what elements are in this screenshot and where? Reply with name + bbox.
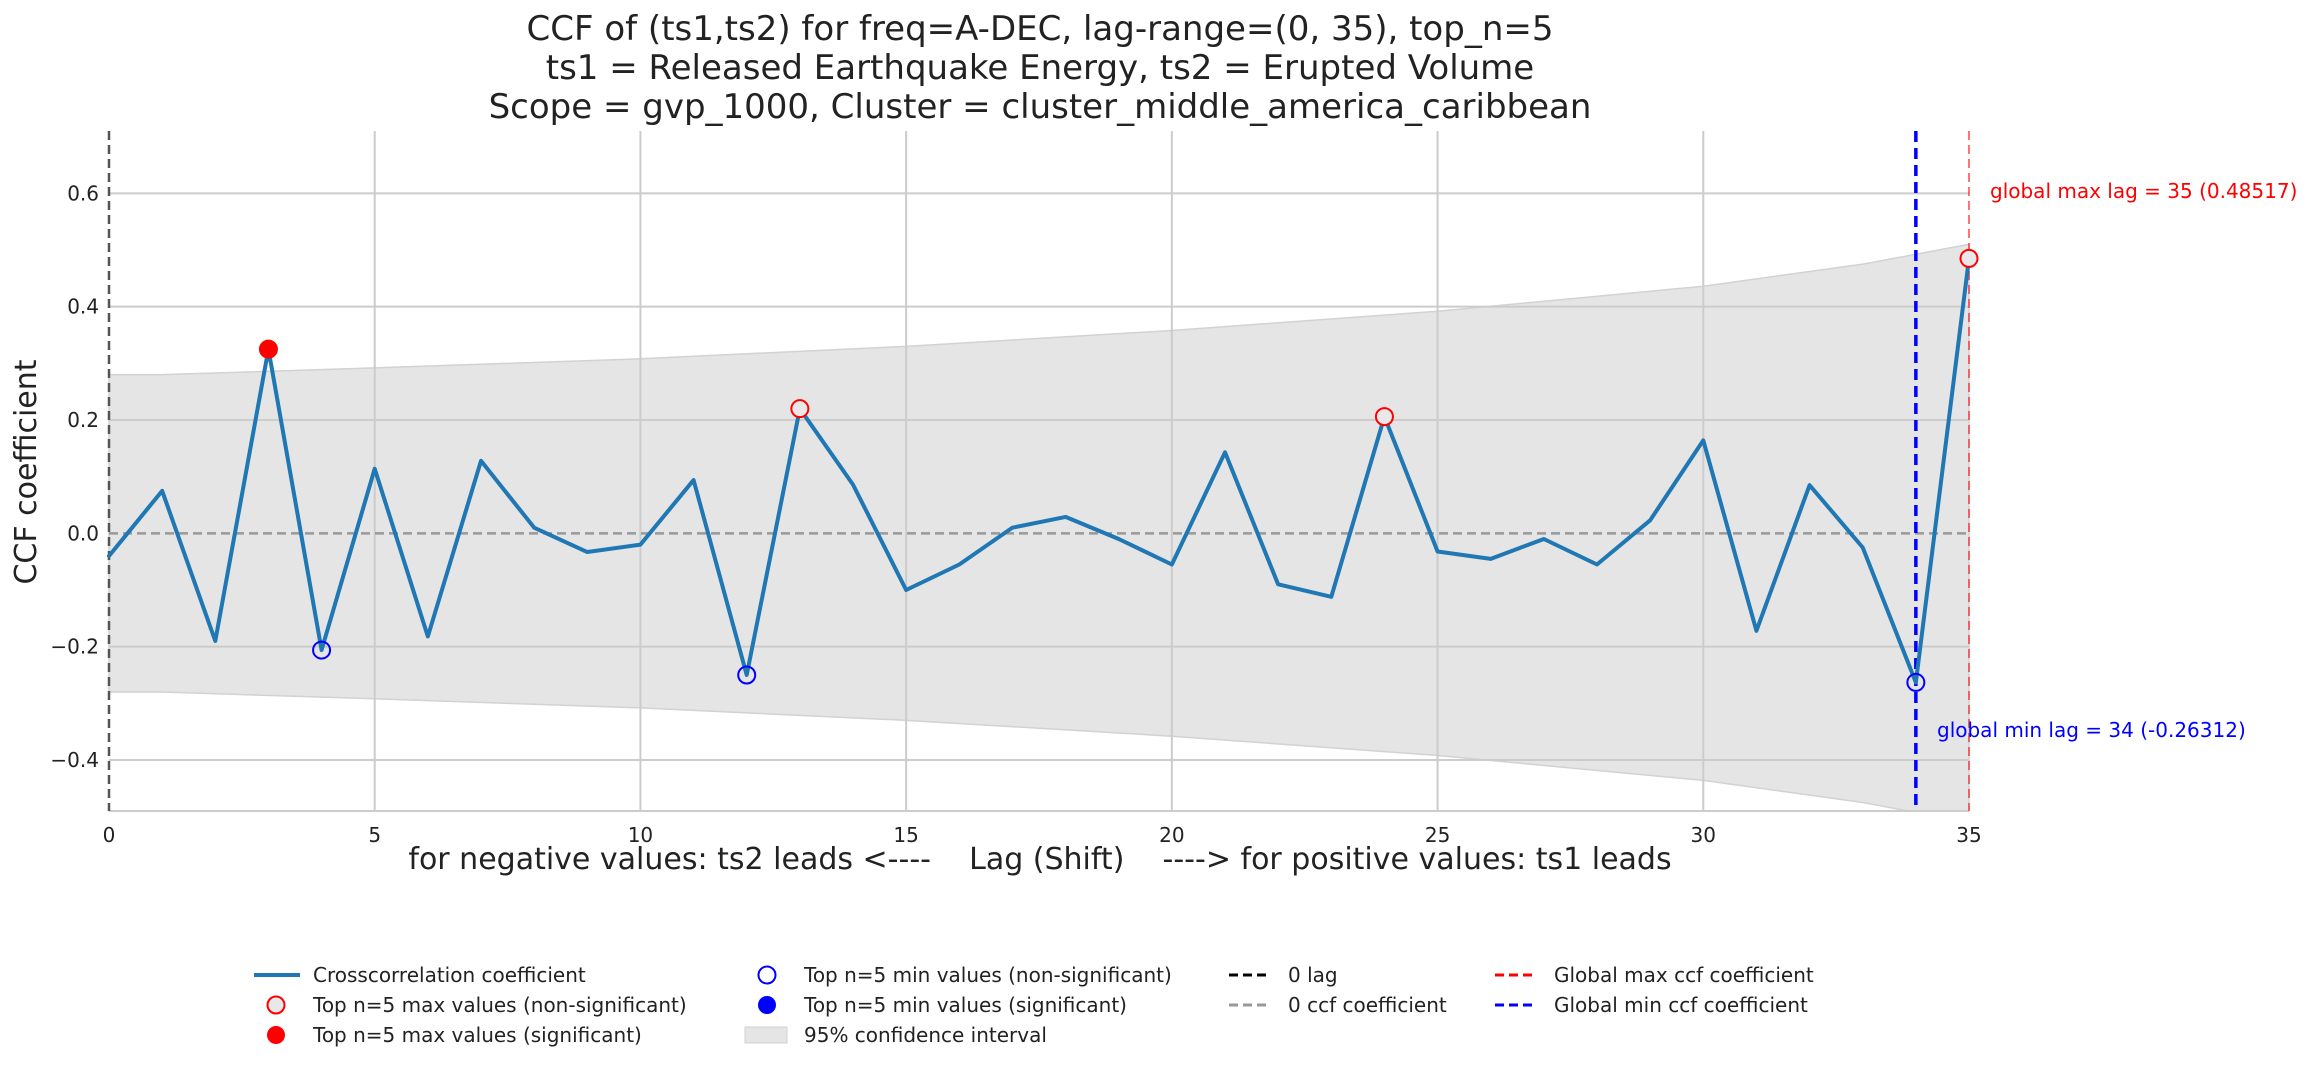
legend-label: Top n=5 min values (significant) [803, 993, 1127, 1017]
x-tick-label: 5 [368, 823, 381, 847]
legend-item: 95% confidence interval [744, 1023, 1047, 1047]
x-tick-label: 35 [1956, 823, 1981, 847]
y-tick-label: 0.2 [67, 408, 99, 432]
top-max-nonsignificant-point [1374, 407, 1394, 427]
top-max-significant-point [258, 339, 278, 359]
legend-min-sig-swatch [758, 996, 776, 1014]
y-tick-label: −0.4 [50, 748, 99, 772]
legend-item: 0 lag [1229, 963, 1338, 987]
legend-item: Crosscorrelation coefficient [254, 963, 586, 987]
global-max-annotation: global max lag = 35 (0.48517) [1990, 179, 2297, 203]
x-tick-label: 25 [1425, 823, 1450, 847]
y-tick-label: 0.0 [67, 521, 99, 545]
ccf-series-line [107, 256, 1971, 685]
title-line-2: ts1 = Released Earthquake Energy, ts2 = … [546, 48, 1534, 88]
top-min-nonsignificant-point [737, 665, 757, 685]
top-max-nonsignificant-point [790, 399, 810, 419]
legend-label: Top n=5 max values (significant) [312, 1023, 642, 1047]
x-axis-label: for negative values: ts2 leads <---- Lag… [408, 842, 1671, 877]
x-tick-label: 30 [1691, 823, 1716, 847]
top-max-nonsignificant-point [1959, 248, 1979, 268]
legend-label: 0 ccf coefficient [1288, 993, 1447, 1017]
x-tick-label: 0 [103, 823, 116, 847]
legend-label: Top n=5 max values (non-significant) [312, 993, 687, 1017]
title-line-3: Scope = gvp_1000, Cluster = cluster_midd… [489, 87, 1592, 127]
y-tick-label: 0.4 [67, 295, 99, 319]
legend-item: 0 ccf coefficient [1229, 993, 1447, 1017]
legend-item: Global max ccf coefficient [1495, 963, 1814, 987]
legend-max-sig-swatch [267, 1026, 285, 1044]
x-tick-label: 15 [893, 823, 918, 847]
legend-item: Top n=5 max values (non-significant) [266, 993, 687, 1017]
y-tick-label: 0.6 [67, 181, 99, 205]
legend-label: Global min ccf coefficient [1554, 993, 1808, 1017]
plot-area: 0 5 10 15 20 25 30 35 −0.4 −0.2 0.0 0.2 0.4 0.6 global… [50, 131, 2297, 847]
title-line-1: CCF of (ts1,ts2) for freq=A-DEC, lag-ran… [527, 9, 1554, 49]
legend-min-ns-swatch [757, 965, 777, 985]
chart-title: CCF of (ts1,ts2) for freq=A-DEC, lag-ran… [489, 9, 1592, 127]
legend-label: Crosscorrelation coefficient [313, 963, 586, 987]
legend: Crosscorrelation coefficient Top n=5 max … [254, 963, 1814, 1047]
confidence-interval-band [108, 243, 1970, 811]
legend-label: 95% confidence interval [804, 1023, 1047, 1047]
top-min-nonsignificant-point [1906, 672, 1926, 692]
legend-label: Global max ccf coefficient [1554, 963, 1814, 987]
y-tick-label: −0.2 [50, 635, 99, 659]
legend-label: 0 lag [1288, 963, 1338, 987]
legend-item: Top n=5 min values (non-significant) [757, 963, 1172, 987]
legend-item: Global min ccf coefficient [1495, 993, 1808, 1017]
legend-label: Top n=5 min values (non-significant) [803, 963, 1172, 987]
legend-item: Top n=5 max values (significant) [267, 1023, 642, 1047]
legend-item: Top n=5 min values (significant) [758, 993, 1127, 1017]
legend-max-ns-swatch [266, 995, 286, 1015]
x-tick-label: 10 [628, 823, 653, 847]
x-tick-label: 20 [1159, 823, 1184, 847]
global-min-annotation: global min lag = 34 (-0.26312) [1937, 718, 2246, 742]
y-axis-label: CCF coefficient [9, 359, 44, 584]
legend-ci-swatch [744, 1026, 788, 1044]
top-min-nonsignificant-point [312, 640, 332, 660]
